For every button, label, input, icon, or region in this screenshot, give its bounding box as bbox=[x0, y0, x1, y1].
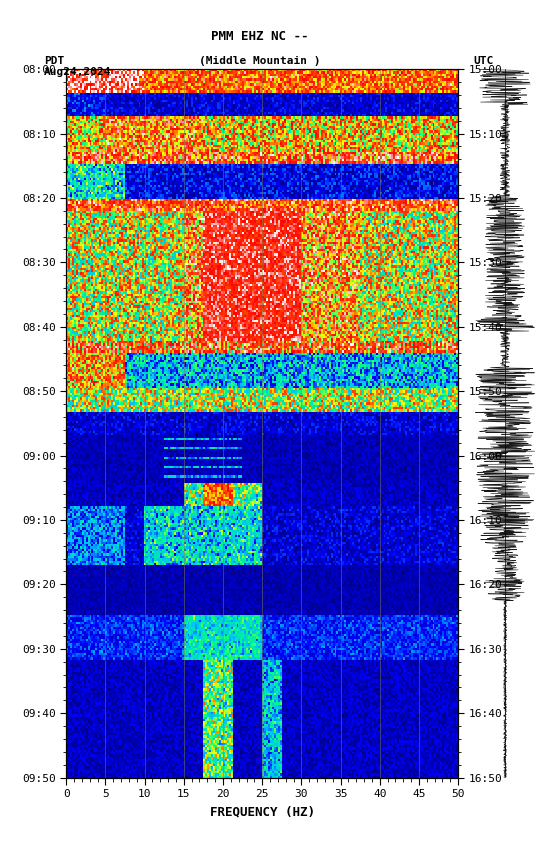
Text: PMM EHZ NC --: PMM EHZ NC -- bbox=[211, 30, 308, 43]
Text: (Middle Mountain ): (Middle Mountain ) bbox=[199, 56, 320, 67]
Text: UTC: UTC bbox=[474, 56, 494, 67]
Text: PDT: PDT bbox=[44, 56, 65, 67]
X-axis label: FREQUENCY (HZ): FREQUENCY (HZ) bbox=[210, 805, 315, 818]
Text: Aug24,2024: Aug24,2024 bbox=[44, 67, 112, 78]
